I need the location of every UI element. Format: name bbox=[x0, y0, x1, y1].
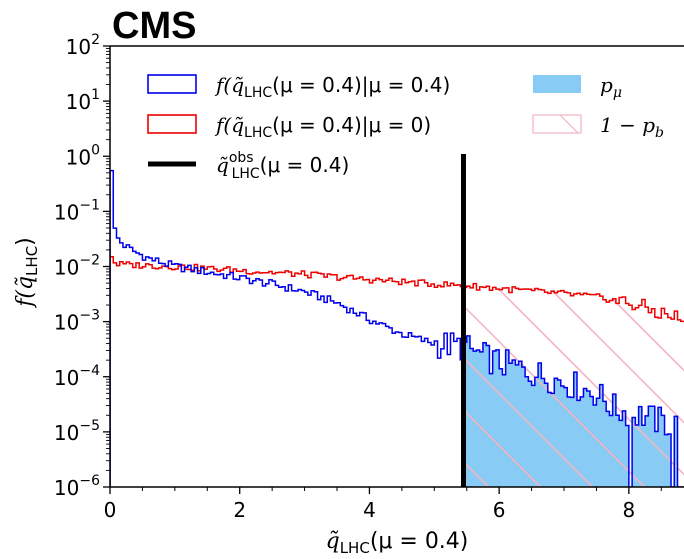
y-tick-label: 10−5 bbox=[54, 418, 100, 445]
y-axis-label-suffix: ) bbox=[13, 237, 38, 246]
y-axis-label-var: q̃ bbox=[13, 276, 38, 290]
experiment-label: CMS bbox=[112, 5, 196, 47]
x-axis-label: q̃LHC(μ = 0.4) bbox=[326, 529, 469, 557]
legend-swatch-bonly bbox=[147, 114, 197, 134]
hatch-line bbox=[463, 283, 542, 487]
legend-swatch-pmu bbox=[533, 75, 581, 93]
legend-label-pmu: pμ bbox=[600, 73, 622, 101]
y-tick-label: 101 bbox=[66, 87, 100, 114]
x-axis-label-var: q̃ bbox=[326, 529, 340, 554]
y-axis-label-prefix: f( bbox=[13, 290, 38, 309]
plot-clip-group bbox=[110, 153, 684, 487]
x-tick-labels: 0 2 4 6 8 bbox=[104, 498, 636, 522]
y-axis-label: f(q̃LHC) bbox=[13, 237, 41, 309]
x-tick-label: 2 bbox=[233, 498, 246, 522]
axes bbox=[103, 45, 684, 494]
y-tick-label: 10−2 bbox=[54, 253, 100, 280]
legend-swatch-onemp bbox=[532, 114, 582, 134]
plot-area bbox=[110, 153, 684, 487]
x-axis-label-rest: (μ = 0.4) bbox=[370, 529, 469, 554]
hatch-line bbox=[463, 283, 594, 487]
y-tick-label: 10−4 bbox=[54, 363, 100, 390]
hatch-line bbox=[463, 283, 646, 487]
legend-label-sb: f(q̃LHC(μ = 0.4)|μ = 0.4) bbox=[214, 73, 450, 101]
p-mu-fill bbox=[463, 335, 684, 487]
x-tick-label: 0 bbox=[104, 498, 117, 522]
legend-swatch-sb bbox=[147, 74, 197, 94]
legend: f(q̃LHC(μ = 0.4)|μ = 0.4) f(q̃LHC(μ = 0.… bbox=[147, 73, 664, 182]
y-tick-label: 10−6 bbox=[54, 473, 100, 500]
y-tick-label: 10−1 bbox=[54, 197, 100, 224]
legend-label-onemp: 1 − pb bbox=[600, 113, 664, 141]
x-axis-label-sub: LHC bbox=[340, 539, 370, 557]
y-axis-label-sub: LHC bbox=[23, 246, 41, 276]
y-tick-label: 100 bbox=[66, 142, 100, 169]
y-tick-label: 10−3 bbox=[54, 308, 100, 335]
hatch-line bbox=[463, 283, 684, 487]
x-tick-label: 6 bbox=[493, 498, 506, 522]
series-signal-plus-background bbox=[110, 169, 684, 487]
legend-label-bonly: f(q̃LHC(μ = 0.4)|μ = 0) bbox=[214, 113, 431, 141]
y-tick-label: 102 bbox=[66, 32, 100, 59]
x-tick-label: 4 bbox=[363, 498, 376, 522]
legend-label-obs: q̃obs LHC(μ = 0.4) bbox=[216, 150, 349, 182]
y-tick-labels: 102 101 100 10−1 10−2 10−3 10−4 10−5 10−6 bbox=[54, 32, 100, 500]
x-tick-label: 8 bbox=[623, 498, 636, 522]
